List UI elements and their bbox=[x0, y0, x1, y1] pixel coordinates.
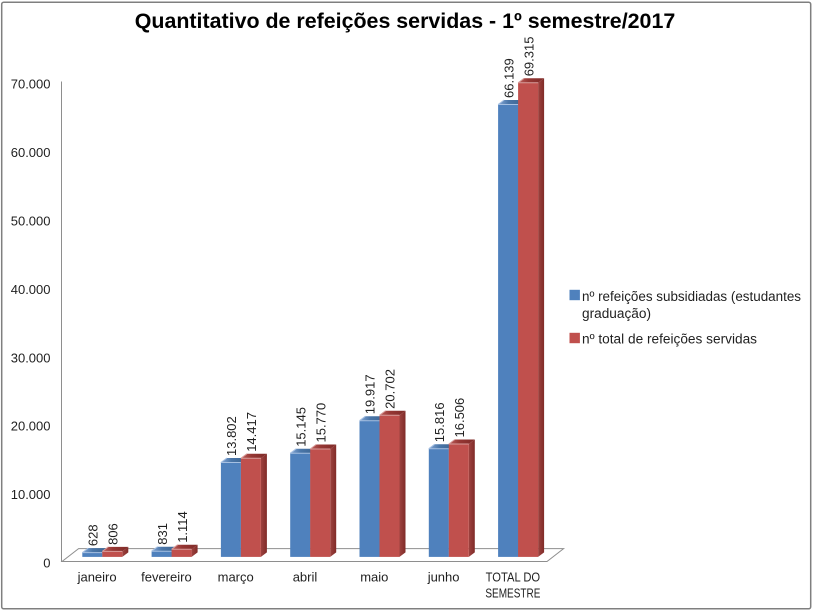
svg-text:14.417: 14.417 bbox=[244, 412, 259, 452]
svg-text:TOTAL DO: TOTAL DO bbox=[486, 570, 541, 585]
svg-text:março: março bbox=[218, 570, 254, 585]
svg-text:15.145: 15.145 bbox=[293, 407, 308, 447]
svg-text:1.114: 1.114 bbox=[175, 511, 190, 543]
svg-text:20.702: 20.702 bbox=[383, 369, 398, 409]
svg-text:13.802: 13.802 bbox=[224, 416, 239, 456]
svg-text:abril: abril bbox=[293, 570, 318, 585]
svg-text:806: 806 bbox=[106, 523, 121, 545]
svg-text:maio: maio bbox=[360, 570, 388, 585]
svg-text:66.139: 66.139 bbox=[501, 58, 516, 98]
svg-text:60.000: 60.000 bbox=[11, 145, 51, 160]
svg-text:fevereiro: fevereiro bbox=[141, 570, 192, 585]
svg-text:graduação): graduação) bbox=[582, 306, 651, 321]
svg-text:junho: junho bbox=[427, 570, 460, 585]
svg-text:831: 831 bbox=[155, 523, 170, 545]
svg-text:Quantitativo de refeições serv: Quantitativo de refeições servidas - 1º … bbox=[135, 9, 675, 33]
svg-text:30.000: 30.000 bbox=[11, 350, 51, 365]
svg-text:20.000: 20.000 bbox=[11, 419, 51, 434]
svg-text:15.816: 15.816 bbox=[432, 402, 447, 442]
svg-text:janeiro: janeiro bbox=[77, 570, 117, 585]
svg-text:15.770: 15.770 bbox=[313, 403, 328, 443]
svg-text:40.000: 40.000 bbox=[11, 282, 51, 297]
svg-text:16.506: 16.506 bbox=[452, 398, 467, 438]
svg-text:10.000: 10.000 bbox=[11, 487, 51, 502]
svg-text:0: 0 bbox=[43, 556, 50, 571]
svg-text:19.917: 19.917 bbox=[363, 374, 378, 414]
svg-text:nº total de refeições servidas: nº total de refeições servidas bbox=[582, 332, 757, 347]
svg-text:nº refeições subsidiadas (estu: nº refeições subsidiadas (estudantes bbox=[582, 289, 801, 304]
svg-text:50.000: 50.000 bbox=[11, 214, 51, 229]
svg-text:628: 628 bbox=[86, 524, 101, 546]
svg-text:SEMESTRE: SEMESTRE bbox=[485, 586, 540, 601]
svg-text:69.315: 69.315 bbox=[521, 37, 536, 77]
svg-text:70.000: 70.000 bbox=[11, 77, 51, 92]
